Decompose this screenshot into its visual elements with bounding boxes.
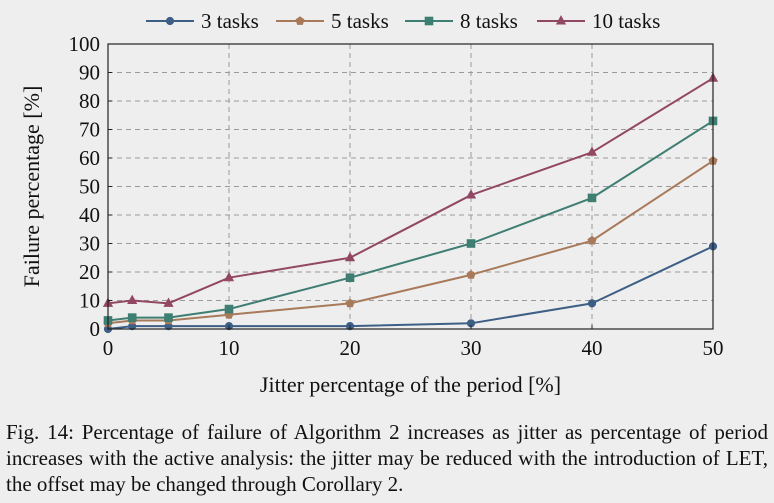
x-tick-label: 10 <box>219 336 240 360</box>
y-axis-label: Failure percentage [%] <box>19 86 44 288</box>
data-point-10-tasks <box>586 146 598 156</box>
data-point-5-tasks <box>587 235 597 245</box>
legend-label: 8 tasks <box>460 9 518 33</box>
data-point-10-tasks <box>163 297 174 307</box>
series-10-tasks <box>102 72 719 307</box>
x-tick-label: 50 <box>703 336 724 360</box>
figure-caption: Fig. 14: Percentage of failure of Algori… <box>6 420 768 496</box>
data-point-10-tasks <box>127 294 138 305</box>
y-tick-label: 50 <box>79 175 100 199</box>
data-point-8-tasks <box>466 239 476 248</box>
grid <box>108 44 713 329</box>
x-tick-label: 20 <box>340 336 361 360</box>
series-line-10-tasks <box>107 77 714 305</box>
y-tick-label: 10 <box>79 289 100 313</box>
y-tick-label: 70 <box>79 118 100 142</box>
legend: 3 tasks 5 tasks 8 tasks 10 tasks <box>146 9 660 33</box>
x-axis-label: Jitter percentage of the period [%] <box>260 372 561 397</box>
data-point-10-tasks <box>465 189 477 199</box>
legend-swatch-marker <box>295 16 305 25</box>
x-tick-label: 30 <box>461 336 482 360</box>
series-5-tasks <box>103 156 718 328</box>
legend-item-10-tasks: 10 tasks <box>537 9 660 33</box>
y-tick-label: 80 <box>79 89 100 113</box>
series-line-5-tasks <box>107 160 714 325</box>
data-point-8-tasks <box>587 193 597 203</box>
x-tick-label: 40 <box>582 336 603 360</box>
legend-item-8-tasks: 8 tasks <box>405 9 518 33</box>
x-tick-label: 0 <box>103 336 114 360</box>
data-point-5-tasks <box>345 298 355 308</box>
legend-swatch-marker <box>424 16 434 26</box>
y-tick-label: 90 <box>79 61 100 85</box>
data-point-10-tasks <box>223 271 235 282</box>
series-layer <box>102 72 719 334</box>
data-point-10-tasks <box>344 251 356 262</box>
data-point-8-tasks <box>127 313 137 322</box>
series-3-tasks <box>103 242 718 334</box>
legend-item-3-tasks: 3 tasks <box>146 9 259 33</box>
y-tick-label: 60 <box>79 146 100 170</box>
legend-label: 10 tasks <box>592 9 660 33</box>
y-tick-label: 40 <box>79 203 100 227</box>
y-tick-label: 100 <box>69 32 101 56</box>
legend-swatch-marker <box>555 15 567 25</box>
y-tick-label: 0 <box>90 317 101 341</box>
data-point-8-tasks <box>224 304 234 314</box>
data-point-5-tasks <box>466 270 476 279</box>
legend-swatch-marker <box>165 16 175 26</box>
y-tick-label: 30 <box>79 232 100 256</box>
series-8-tasks <box>103 116 718 325</box>
legend-label: 5 tasks <box>331 9 389 33</box>
line-chart: 3 tasks 5 tasks 8 tasks 10 tasks 0 10 20 30 40 5… <box>19 9 724 397</box>
legend-item-5-tasks: 5 tasks <box>276 9 389 33</box>
legend-label: 3 tasks <box>201 9 259 33</box>
data-point-8-tasks <box>164 313 173 322</box>
series-line-8-tasks <box>107 120 714 322</box>
series-line-3-tasks <box>107 245 714 330</box>
y-tick-label: 20 <box>79 260 100 284</box>
data-point-3-tasks <box>587 299 597 308</box>
data-point-8-tasks <box>345 273 355 283</box>
